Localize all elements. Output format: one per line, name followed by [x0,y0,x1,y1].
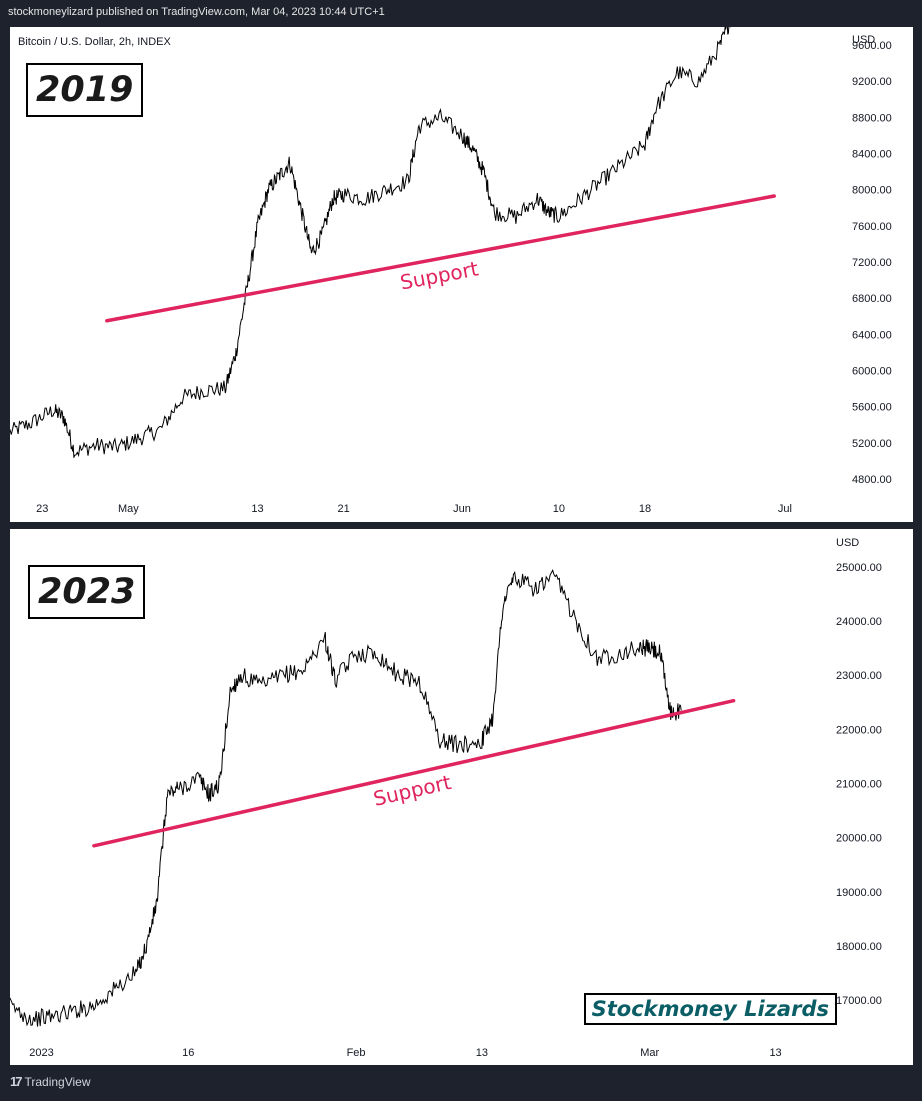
chart-2023-svg: 25000.00 24000.00 23000.00 22000.00 21000.00… [10,537,882,1059]
y-tick-label: 6000.00 [852,365,892,377]
x-tick-label: Jul [778,503,792,515]
y-tick-label: 8800.00 [852,112,892,124]
y-tick-label: 7600.00 [852,221,892,233]
support-label: Support [371,770,454,811]
x-tick-label: 13 [476,1047,488,1059]
y-tick-label: 7200.00 [852,257,892,269]
x-tick-label: 21 [338,503,350,515]
chart-panel-2023: 25000.00 24000.00 23000.00 22000.00 21000.00… [10,529,913,1065]
symbol-label[interactable]: Bitcoin / U.S. Dollar, 2h, INDEX [18,36,171,48]
x-tick-label: May [118,503,139,515]
y-tick-label: 5200.00 [852,438,892,450]
currency-label: USD [852,34,875,46]
year-label-2023: 2023 [28,565,146,619]
y-tick-label: 6800.00 [852,293,892,305]
chart-panel-2019: 9600.00 9200.00 8800.00 8400.00 8000.00 7600.… [10,27,913,522]
y-tick-label: 18000.00 [836,941,882,953]
y-tick-label: 9200.00 [852,76,892,88]
x-tick-label: 13 [251,503,263,515]
x-tick-label: 23 [36,503,48,515]
x-tick-label: 10 [553,503,565,515]
price-series-line [10,27,732,458]
chart-2019-svg: 9600.00 9200.00 8800.00 8400.00 8000.00 7600.… [10,27,892,515]
y-tick-label: 8000.00 [852,185,892,197]
support-label: Support [398,256,480,294]
x-tick-label: Jun [453,503,471,515]
support-line[interactable] [92,698,736,848]
y-tick-label: 22000.00 [836,724,882,736]
y-tick-label: 20000.00 [836,833,882,845]
tradingview-logo-icon: 17 [10,1074,23,1089]
x-tick-label: Mar [640,1047,659,1059]
y-tick-label: 21000.00 [836,779,882,791]
year-label-2019: 2019 [26,63,144,117]
y-tick-label: 4800.00 [852,474,892,486]
y-tick-label: 6400.00 [852,329,892,341]
currency-label: USD [836,537,859,549]
footer-brand[interactable]: 17 TradingView [10,1074,91,1089]
y-tick-label: 19000.00 [836,887,882,899]
y-tick-label: 8400.00 [852,149,892,161]
x-tick-label: 18 [639,503,651,515]
y-tick-label: 24000.00 [836,616,882,628]
y-tick-label: 17000.00 [836,995,882,1007]
support-line[interactable] [105,194,776,323]
publisher-header: stockmoneylizard published on TradingVie… [8,6,385,18]
x-tick-label: 13 [769,1047,781,1059]
watermark-label: Stockmoney Lizards [583,993,837,1025]
y-tick-label: 5600.00 [852,402,892,414]
footer-brand-label: TradingView [24,1074,91,1089]
x-tick-label: Feb [347,1047,366,1059]
price-series-line [10,569,682,1027]
y-tick-label: 25000.00 [836,562,882,574]
y-tick-label: 9600.00 [852,40,892,52]
x-tick-label: 2023 [29,1047,53,1059]
y-tick-label: 23000.00 [836,670,882,682]
x-tick-label: 16 [182,1047,194,1059]
